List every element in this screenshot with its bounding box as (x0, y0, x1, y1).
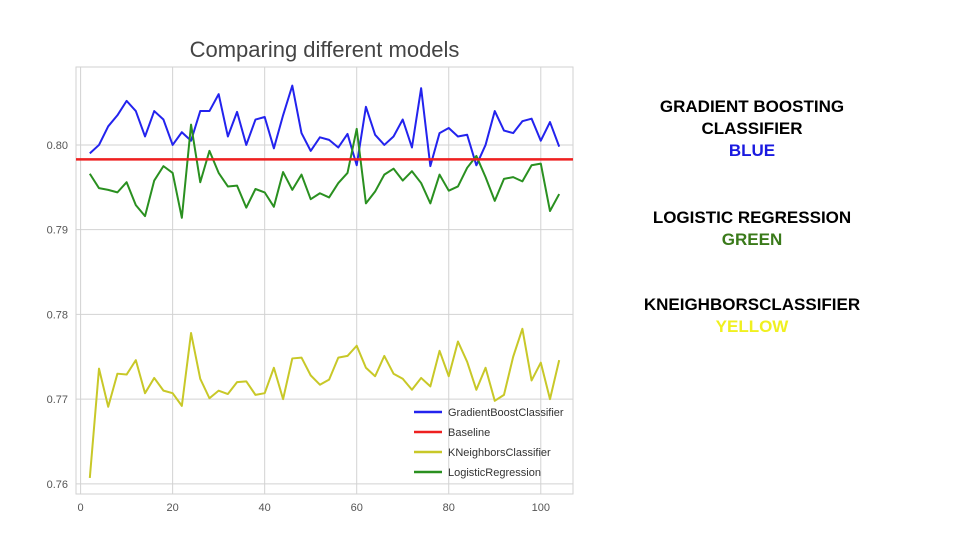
y-tick-label: 0.78 (47, 309, 68, 321)
annotation-model-line: GRADIENT BOOSTING (659, 97, 845, 116)
legend-label: LogisticRegression (448, 467, 541, 479)
annotation-color-word: YELLOW (715, 317, 789, 336)
annotation-kneighbors: KNEIGHBORSCLASSIFIER YELLOW (612, 294, 892, 338)
chart-title: Comparing different models (190, 37, 460, 62)
series-line-LogisticRegression (88, 123, 561, 219)
x-tick-label: 20 (167, 502, 179, 514)
series-line-GradientBoostClassifier (89, 84, 561, 168)
legend-label: Baseline (448, 427, 490, 439)
y-tick-label: 0.76 (47, 479, 68, 491)
x-tick-label: 100 (532, 502, 550, 514)
annotation-model-line: LOGISTIC REGRESSION (652, 208, 852, 227)
x-tick-label: 40 (259, 502, 271, 514)
legend-label: GradientBoostClassifier (448, 407, 564, 419)
series-line-KNeighborsClassifier (88, 327, 561, 478)
annotation-logistic-regression: LOGISTIC REGRESSION GREEN (612, 207, 892, 251)
annotation-gradient-boosting: GRADIENT BOOSTING CLASSIFIER BLUE (612, 96, 892, 162)
annotation-model-line: CLASSIFIER (701, 119, 803, 138)
annotation-color-word: BLUE (728, 141, 776, 160)
annotation-model-line: KNEIGHBORSCLASSIFIER (643, 295, 861, 314)
y-tick-label: 0.77 (47, 394, 68, 406)
annotation-color-word: GREEN (721, 230, 783, 249)
x-tick-label: 80 (443, 502, 455, 514)
x-tick-label: 0 (78, 502, 84, 514)
plot-area (75, 66, 574, 495)
x-tick-label: 60 (351, 502, 363, 514)
legend-label: KNeighborsClassifier (448, 447, 551, 459)
y-tick-label: 0.79 (47, 225, 68, 237)
y-tick-label: 0.80 (47, 140, 68, 152)
